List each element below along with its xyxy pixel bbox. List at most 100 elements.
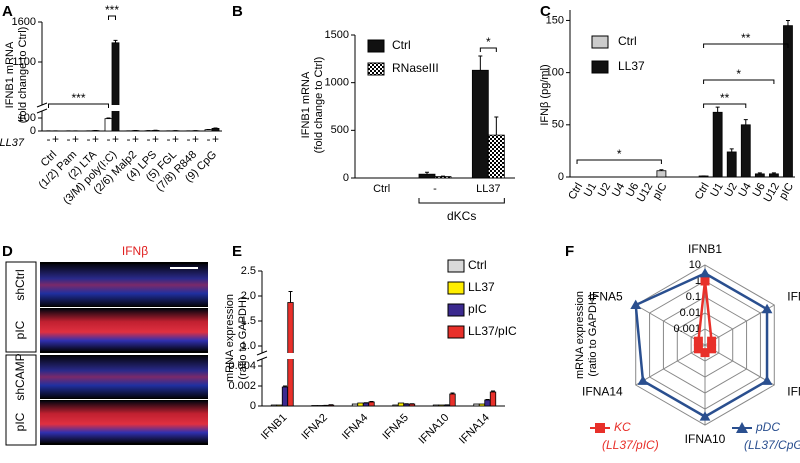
axis-break-mark (256, 350, 268, 362)
significance-label: ** (720, 91, 730, 105)
significance-bracket (48, 103, 109, 108)
x-tick-label: LL37 (476, 183, 500, 195)
legend-marker (595, 423, 605, 433)
group-bracket (418, 198, 505, 204)
condition-sign: + (72, 132, 79, 146)
bar (484, 399, 491, 407)
error-bar (485, 399, 490, 400)
group-label: dKCs (447, 209, 476, 223)
x-tick-label: IFNB1 (259, 412, 290, 443)
legend-label: LL37/pIC (468, 324, 517, 338)
significance-label: * (736, 67, 741, 81)
marker (699, 411, 711, 421)
r-tick-label: 0.01 (680, 307, 701, 319)
r-tick-label: 0.001 (673, 323, 701, 335)
error-bar (785, 19, 790, 26)
legend-label: pIC (468, 302, 487, 316)
axis-break (256, 353, 505, 359)
significance-label: * (617, 147, 622, 161)
legend-swatch (447, 325, 465, 339)
marker (637, 375, 649, 385)
marker (630, 299, 642, 310)
error-bar (771, 172, 776, 174)
axis-label: IFNA5 (589, 290, 623, 304)
bar (726, 151, 737, 178)
legend-sublabel: (LL37/CpGA) (744, 438, 800, 452)
axis-label: IFNA4 (787, 385, 800, 399)
y-axis-label: (fold change to Ctrl) (313, 57, 325, 154)
bar (270, 404, 278, 407)
y-tick-label: 0 (343, 172, 349, 184)
condition-sign: - (207, 132, 211, 146)
marker (699, 267, 711, 278)
row-label: shCtrl (13, 269, 27, 300)
condition-sign: + (172, 132, 179, 146)
spoke (635, 304, 706, 346)
legend-label: KC (614, 420, 631, 434)
panel-letter: C (540, 3, 551, 20)
panel-letter: D (2, 243, 13, 260)
y-tick-label: 0.002 (228, 380, 256, 392)
legend-swatch (591, 35, 609, 49)
row-label: pIC (13, 320, 27, 339)
marker (707, 344, 717, 354)
significance-bracket (703, 103, 747, 108)
marker (700, 276, 710, 286)
error-bar (106, 117, 111, 119)
condition-sign: + (152, 132, 159, 146)
r-tick-label: 1 (695, 275, 701, 287)
x-tick-label: IFNA10 (417, 412, 452, 447)
legend-marker (736, 422, 748, 433)
bar (769, 173, 779, 178)
y-tick-label: 1600 (12, 16, 36, 28)
legend-label: Ctrl (392, 38, 411, 52)
marker (761, 303, 773, 314)
y-tick-label: 1.5 (241, 315, 256, 327)
legend-swatch (447, 259, 465, 273)
error-bar (659, 169, 664, 171)
significance-label: *** (105, 3, 119, 17)
condition-sign: - (47, 132, 51, 146)
row-label: pIC (13, 412, 27, 431)
legend-label: RNaseIII (392, 61, 439, 75)
y-axis-label: (fold change to Ctrl) (17, 27, 29, 124)
axis-label: IFNA2 (787, 290, 800, 304)
y-tick-label: 50 (552, 119, 564, 131)
legend-swatch (447, 303, 465, 317)
x-tick-label: - (433, 183, 437, 195)
bar (449, 393, 456, 407)
significance-bracket (703, 79, 775, 84)
panel-letter: B (232, 3, 243, 20)
condition-sign: - (187, 132, 191, 146)
y-tick-label: 0.004 (228, 360, 256, 372)
condition-sign: - (67, 132, 71, 146)
spoke (704, 344, 775, 386)
bar (438, 404, 445, 407)
bar (656, 170, 667, 178)
bar (783, 25, 793, 178)
bar (740, 124, 751, 178)
condition-sign: - (127, 132, 131, 146)
y-tick-label: 1.0 (241, 340, 256, 352)
y-tick-label: 1500 (325, 29, 349, 41)
condition-sign: + (192, 132, 199, 146)
bar (754, 173, 765, 178)
bar (111, 42, 120, 132)
y-axis-label: (ratio to GAPDH) (237, 296, 249, 379)
axis-label: IFNA10 (685, 432, 726, 446)
bar (211, 127, 220, 132)
legend-label: Ctrl (618, 34, 637, 48)
legend-swatch (367, 39, 385, 53)
legend-swatch (367, 62, 385, 76)
x-tick-label: pIC (651, 181, 670, 202)
y-tick-label: 2.0 (241, 290, 256, 302)
ring (690, 328, 720, 362)
bar (712, 111, 723, 178)
error-bar (743, 119, 748, 125)
condition-sign: - (107, 132, 111, 146)
spoke (635, 344, 706, 386)
significance-bracket (576, 159, 662, 164)
panel-letter: A (2, 3, 13, 20)
error-bar (478, 55, 483, 71)
